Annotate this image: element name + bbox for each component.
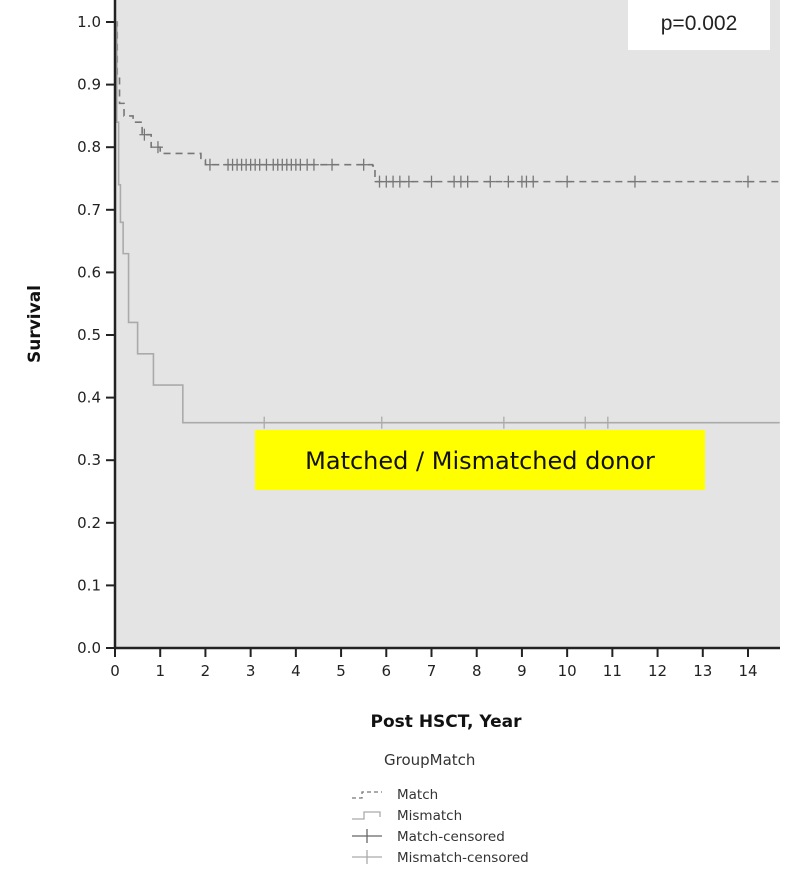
y-tick-label: 0.3 (77, 451, 101, 469)
legend-label: Mismatch-censored (397, 850, 529, 866)
x-tick-label: 2 (201, 662, 211, 680)
y-tick-label: 0.0 (77, 639, 101, 657)
censor-mark-match (485, 175, 496, 188)
x-tick-label: 6 (382, 662, 392, 680)
censor-mark-match (426, 175, 437, 188)
y-tick-label: 0.2 (77, 514, 101, 532)
x-tick-label: 7 (427, 662, 437, 680)
censor-mark-match (204, 158, 215, 171)
censor-mark-match (629, 175, 640, 188)
x-tick-label: 4 (291, 662, 301, 680)
annotation-label: Matched / Mismatched donor (305, 447, 655, 475)
y-tick-label: 0.4 (77, 389, 101, 407)
y-tick-label: 0.5 (77, 326, 101, 344)
censor-mark-match (403, 175, 414, 188)
censor-mark-match (152, 141, 163, 154)
series-line-mismatch (115, 21, 780, 424)
x-tick-label: 9 (517, 662, 527, 680)
legend-entry: Mismatch (352, 808, 462, 824)
censor-mark-match (503, 175, 514, 188)
censor-mark-match (394, 175, 405, 188)
y-tick-label: 1.0 (77, 13, 101, 31)
x-tick-label: 0 (110, 662, 120, 680)
x-tick-label: 5 (336, 662, 346, 680)
x-tick-label: 14 (738, 662, 757, 680)
censor-mark-match (528, 175, 539, 188)
x-tick-label: 11 (603, 662, 622, 680)
censor-mark-match (327, 158, 338, 171)
x-axis-label: Post HSCT, Year (371, 712, 523, 732)
censor-mark-match (462, 175, 473, 188)
y-tick-label: 0.9 (77, 76, 101, 94)
plot-background (115, 0, 780, 648)
censor-mark-match (562, 175, 573, 188)
y-tick-label: 0.1 (77, 576, 101, 594)
survival-curves (115, 21, 780, 429)
axes: 0.00.10.20.30.40.50.60.70.80.91.00 1 2 3 4 5 6… (77, 0, 780, 680)
legend-swatch-match (352, 791, 382, 799)
x-tick-label: 1 (155, 662, 165, 680)
censor-mark-mismatch (580, 416, 591, 429)
legend-label: Match-censored (397, 829, 505, 845)
x-tick-label: 3 (246, 662, 256, 680)
legend-label: Match (397, 787, 438, 803)
legend-entry: Match (352, 787, 438, 803)
x-tick-label: 10 (558, 662, 577, 680)
annotation-box: Matched / Mismatched donor (255, 430, 705, 490)
y-tick-label: 0.7 (77, 201, 101, 219)
censor-mark-mismatch (259, 416, 270, 429)
censor-mark-mismatch (498, 416, 509, 429)
censor-mark-mismatch (376, 416, 387, 429)
censor-mark-match (139, 128, 150, 141)
legend-title: GroupMatch (384, 751, 475, 769)
censor-mark-match (308, 158, 319, 171)
legend-entry: Mismatch-censored (352, 850, 529, 866)
x-tick-label: 8 (472, 662, 482, 680)
legend: Match Mismatch Match-censored Mismatch-cens… (352, 787, 529, 866)
y-axis-label: Survival (25, 285, 45, 363)
p-value-box: p=0.002 (628, 0, 770, 50)
censor-mark-match (743, 175, 753, 188)
p-value-label: p=0.002 (661, 12, 738, 35)
series-line-match (115, 21, 780, 183)
y-tick-label: 0.8 (77, 138, 101, 156)
x-tick-label: 12 (648, 662, 667, 680)
legend-swatch-mismatch (352, 811, 381, 820)
censor-mark-match (358, 158, 369, 171)
legend-entry: Match-censored (352, 829, 505, 845)
censor-mark-mismatch (602, 416, 613, 429)
legend-label: Mismatch (397, 808, 462, 824)
x-tick-label: 13 (693, 662, 712, 680)
y-tick-label: 0.6 (77, 263, 101, 281)
